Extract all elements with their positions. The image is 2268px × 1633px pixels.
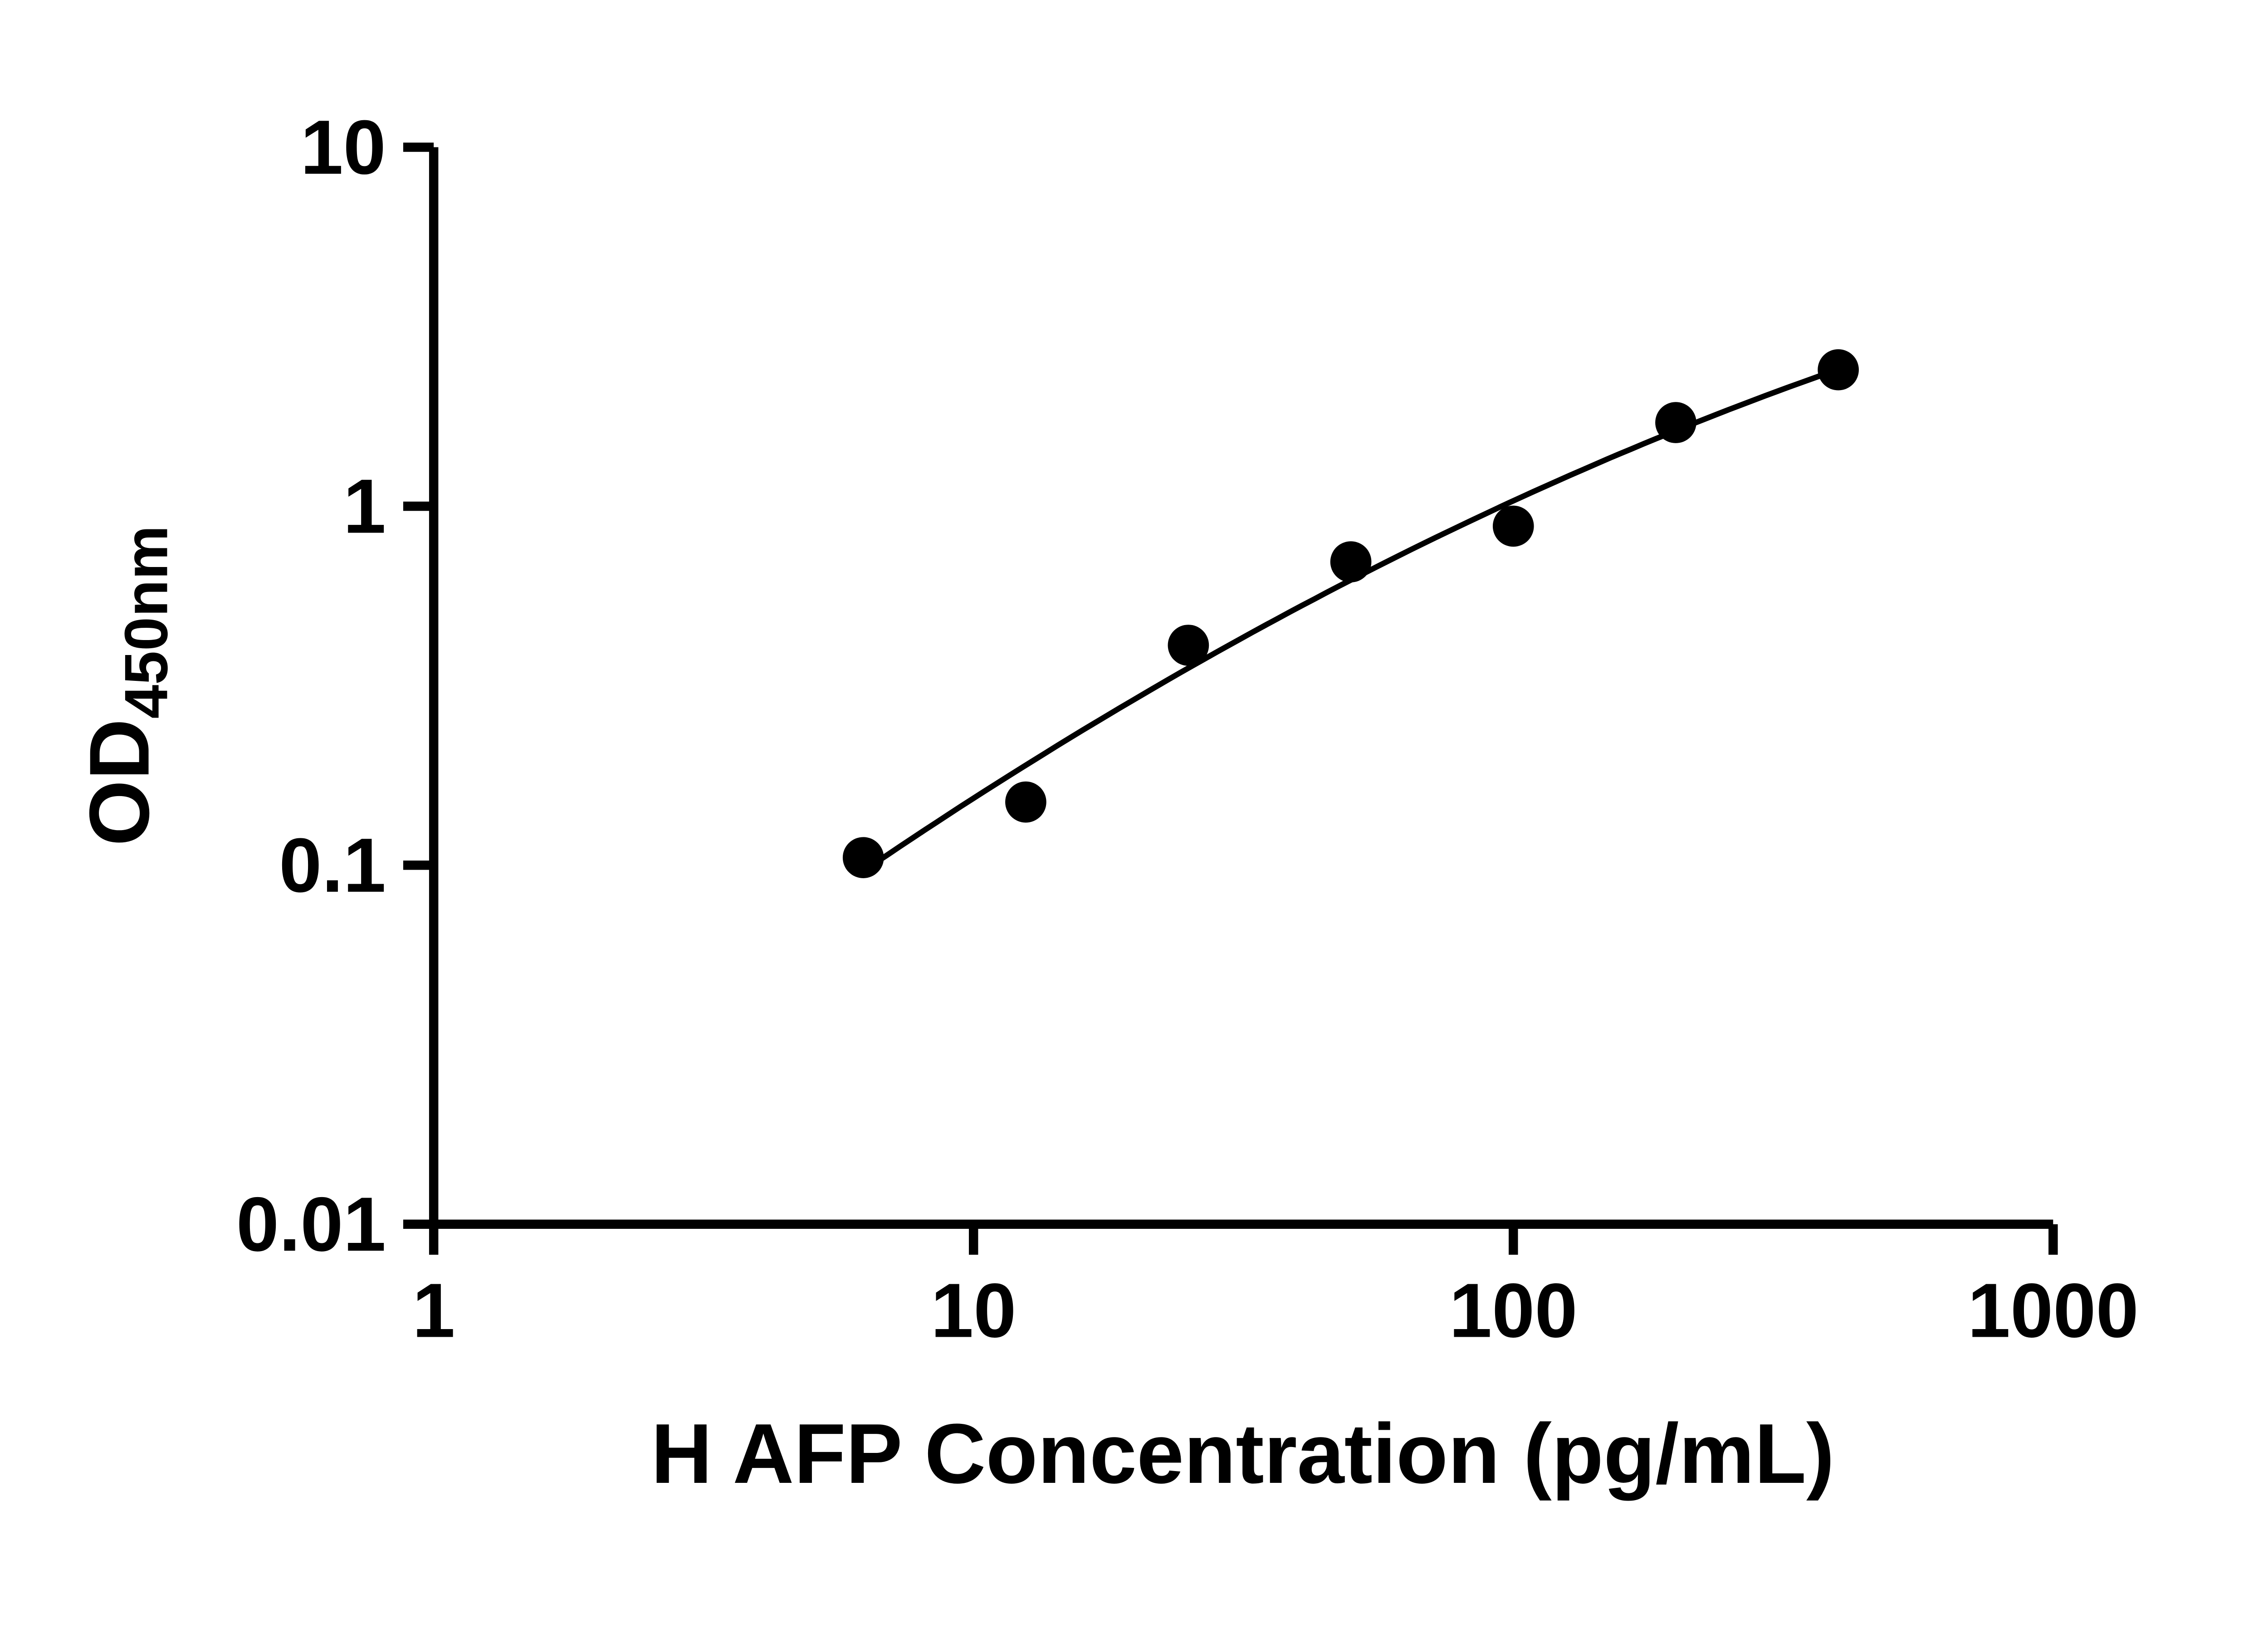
y-tick-label: 0.1 [279,822,386,908]
data-point [1168,625,1209,666]
axis-lines [429,147,2053,1229]
data-points [842,349,1859,878]
tick-labels: 1 10 100 1000 0.01 0.1 1 10 [236,104,2139,1353]
y-tick-label: 10 [300,104,386,190]
data-point [1655,402,1696,443]
x-tick-label: 1 [412,1267,455,1353]
y-axis-title-subscript: 450nm [112,525,180,719]
standard-curve-chart: 1 10 100 1000 0.01 0.1 1 10 H AFP Concentration… [72,104,2139,1501]
x-tick-label: 10 [931,1267,1017,1353]
x-tick-label: 1000 [1968,1267,2139,1353]
y-tick-label: 1 [343,463,386,549]
x-axis-title: H AFP Concentration (pg/mL) [651,1406,1834,1501]
data-point [842,837,884,878]
data-point [1005,781,1046,823]
axes [429,147,2053,1229]
tick-marks [403,142,2058,1255]
y-tick-label: 0.01 [236,1181,386,1267]
standard-curve-figure: 1 10 100 1000 0.01 0.1 1 10 H AFP Concentration… [72,104,2139,1501]
data-point [1818,349,1859,391]
x-tick-label: 100 [1449,1267,1578,1353]
figure-page: 1 10 100 1000 0.01 0.1 1 10 H AFP Concentration… [72,104,2139,1501]
y-axis-title: OD450nm [72,525,180,846]
data-point [1492,505,1534,547]
y-axis-title-main: OD [72,719,166,846]
data-point [1330,541,1372,582]
